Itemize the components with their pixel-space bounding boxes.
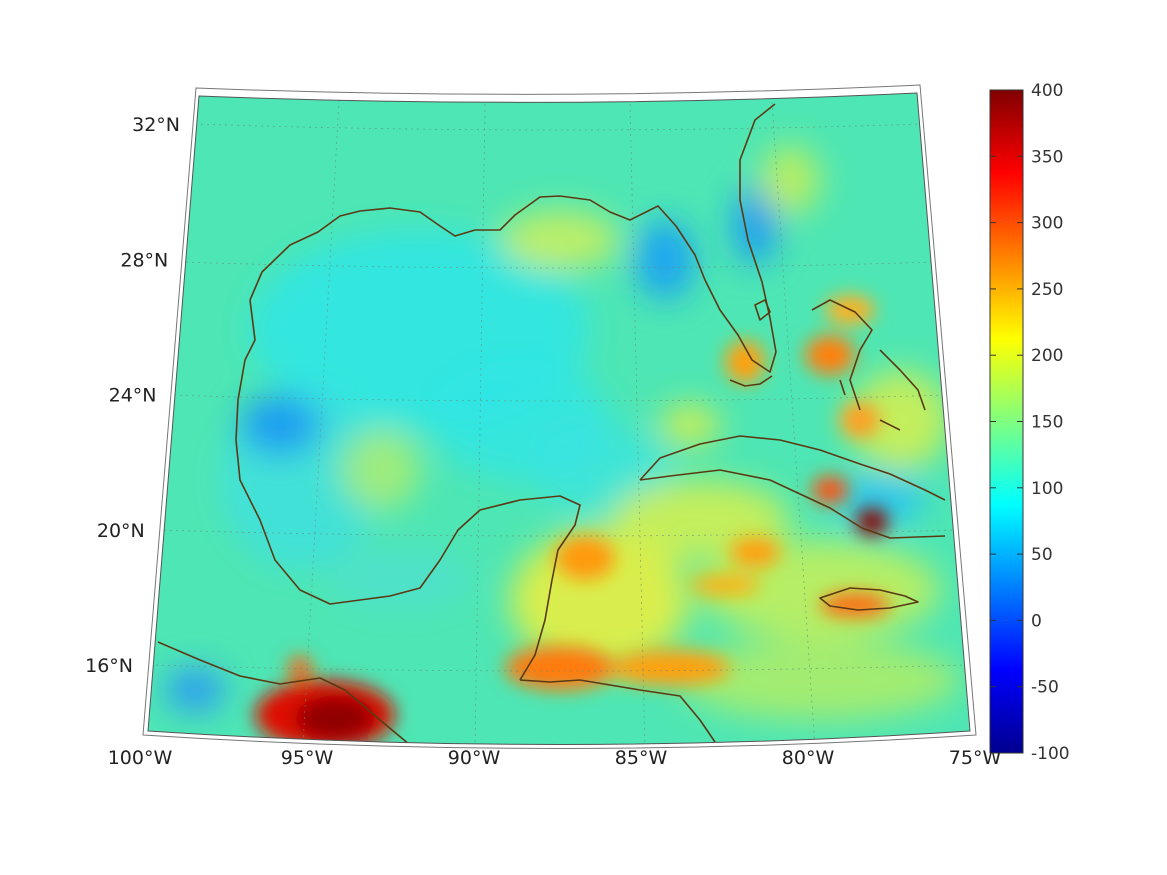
coastlines [157,103,946,745]
colorbar-tick-label: 250 [1031,280,1063,300]
lake-okeechobee [754,299,771,321]
lat-tick-label: 24°N [109,385,157,407]
lon-tick-label: 75°W [949,747,1002,769]
lon-tick-label: 90°W [448,747,501,769]
gulf-coast [249,103,777,373]
bahamas [811,299,926,431]
colorbar-tick-label: 100 [1031,479,1063,499]
colorbar-tick-label: 200 [1031,346,1063,366]
pacific-coast [157,641,411,745]
field-layer [148,93,970,745]
colorbar: 400 350 300 250 200 150 100 50 0 -50 -100 [989,81,1070,764]
colorbar-tick-label: 400 [1031,81,1063,101]
mexico-coast [235,299,581,681]
latitude-labels: 32°N 28°N 24°N 20°N 16°N [85,114,180,677]
colorbar-tick-label: 150 [1031,413,1063,433]
map-frame [147,92,971,745]
lon-tick-label: 95°W [281,747,334,769]
lon-tick-label: 100°W [108,747,173,769]
field-hotspots [255,295,890,745]
colorbar-tick-label: -50 [1031,678,1059,698]
jamaica [819,587,919,611]
longitude-labels: 100°W 95°W 90°W 85°W 80°W 75°W [108,747,1002,769]
colorbar-ticks: 400 350 300 250 200 150 100 50 0 -50 -100 [990,81,1070,764]
central-america-coast [519,679,716,743]
graticule [149,99,967,745]
colorbar-tick-label: 350 [1031,147,1063,167]
colorbar-tick-label: 50 [1031,545,1053,565]
lat-tick-label: 28°N [120,249,168,271]
colorbar-tick-label: 0 [1031,611,1042,631]
lat-tick-label: 20°N [97,520,145,542]
map-frame-outer [142,84,977,749]
lon-tick-label: 80°W [782,747,835,769]
florida-keys [729,375,773,387]
lat-tick-label: 32°N [132,114,180,136]
colorbar-tick-label: -100 [1031,744,1070,764]
lon-tick-label: 85°W [615,747,668,769]
lat-tick-label: 16°N [85,655,133,677]
cuba [639,435,946,539]
colorbar-tick-label: 300 [1031,214,1063,234]
